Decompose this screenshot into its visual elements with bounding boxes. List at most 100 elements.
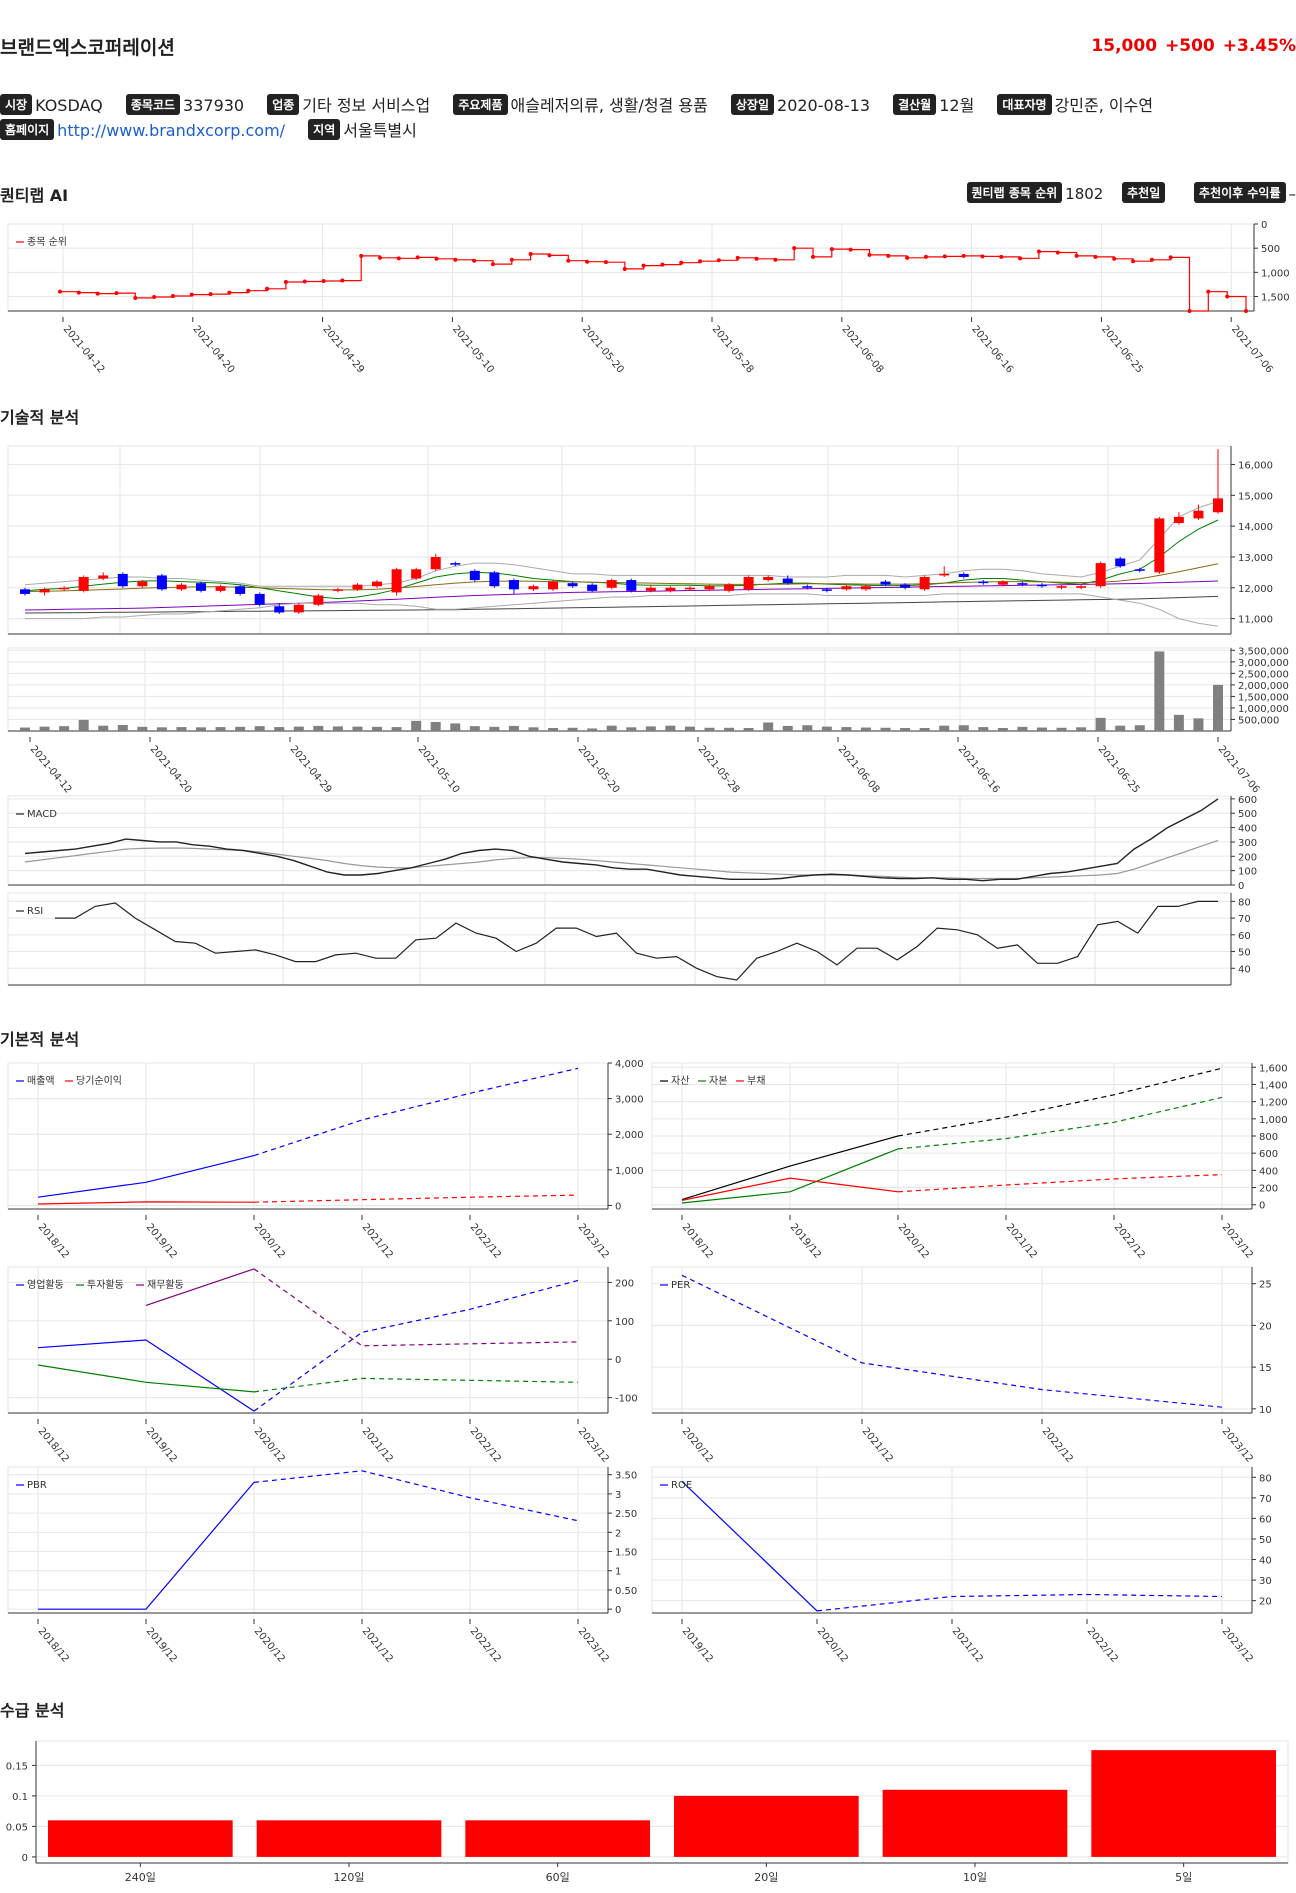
moving-average-line (24, 501, 1219, 587)
candle-body (567, 583, 578, 587)
x-tick-label: 20일 (754, 1870, 778, 1884)
x-tick-label: 2021-06-16 (969, 324, 1015, 376)
ceo-tag: 대표자명 (997, 94, 1052, 115)
x-tick-label: 2021-07-06 (1216, 744, 1262, 796)
rank-point (603, 260, 608, 265)
rank-point (170, 294, 175, 299)
series-line (681, 1148, 899, 1204)
y-tick-label: -100 (615, 1394, 638, 1405)
rank-point (1074, 253, 1079, 258)
y-tick-label: 80 (1238, 897, 1251, 908)
x-tick-label: 2021-04-12 (61, 324, 107, 376)
y-tick-label: 3,500,000 (1238, 646, 1289, 657)
candle-body (821, 589, 832, 591)
x-tick-label: 2021-07-06 (1229, 324, 1275, 376)
y-tick-label: 0 (1238, 881, 1244, 892)
products-value: 애슬레저의류, 생활/청결 용품 (510, 96, 708, 115)
rank-point (1131, 259, 1136, 264)
candle-body (156, 575, 167, 590)
plot-area (7, 1062, 609, 1210)
candle-body (860, 586, 871, 590)
x-tick-label: 2018/12 (680, 1222, 715, 1261)
rank-point (378, 255, 383, 260)
rank-point (396, 256, 401, 261)
price-change-pct: +3.45% (1222, 36, 1296, 56)
candle-body (1193, 510, 1204, 519)
series-line-estimated (253, 1470, 579, 1522)
price-change: +500 (1165, 36, 1215, 56)
volume-bar (59, 726, 70, 731)
plot-area (7, 647, 1232, 732)
x-tick-label: 5일 (1175, 1870, 1192, 1884)
x-tick-label: 2021-04-20 (148, 744, 194, 796)
volume-bar (841, 727, 852, 731)
x-tick-label: 2020/12 (252, 1426, 287, 1465)
volume-bar (332, 726, 343, 731)
volume-bar (156, 727, 167, 731)
supply-bar (48, 1820, 233, 1857)
candle-body (1056, 586, 1067, 588)
rank-point (528, 251, 533, 256)
y-tick-label: 15,000 (1238, 491, 1273, 502)
x-tick-label: 2022/12 (1085, 1626, 1120, 1665)
volume-bar (1154, 651, 1165, 731)
volume-bar (978, 727, 989, 731)
x-tick-label: 2020/12 (252, 1626, 287, 1665)
x-tick-label: 2021/12 (860, 1426, 895, 1465)
x-tick-label: 2021-05-20 (580, 324, 626, 376)
y-tick-label: 2,000,000 (1238, 681, 1289, 692)
candle-body (59, 587, 70, 590)
rsi-chart (7, 892, 1235, 986)
y-tick-label: 20 (1259, 1321, 1272, 1332)
candle-body (215, 586, 226, 591)
candle-body (1036, 584, 1047, 587)
fiscal-value: 12월 (939, 96, 975, 115)
x-tick-label: 2023/12 (576, 1426, 611, 1465)
volume-bar (196, 727, 207, 731)
volume-bar (900, 728, 911, 731)
x-tick-label: 2020/12 (815, 1626, 850, 1665)
y-tick-label: 15 (1259, 1363, 1272, 1374)
macd-line (24, 798, 1219, 882)
legend-label: MACD (27, 809, 57, 820)
y-tick-label: 13,000 (1238, 553, 1273, 564)
y-tick-label: 0 (22, 1853, 28, 1864)
rank-point (547, 253, 552, 258)
volume-bar (958, 725, 969, 731)
candle-body (508, 580, 519, 590)
supply-bar (674, 1795, 859, 1857)
region-value: 서울특별시 (343, 121, 417, 140)
x-tick-label: 2020/12 (252, 1222, 287, 1261)
x-tick-label: 2021/12 (360, 1222, 395, 1261)
roe-chart (651, 1466, 1256, 1614)
rank-point (1187, 309, 1192, 313)
series-line-estimated (253, 1268, 579, 1347)
rank-point (58, 289, 62, 294)
industry-value: 기타 정보 서비스업 (302, 96, 431, 115)
legend-label: 자본 (709, 1075, 727, 1087)
supply-bar (256, 1820, 442, 1857)
legend-label: RSI (27, 906, 43, 917)
x-tick-label: 2023/12 (576, 1626, 611, 1665)
section-title-quantilab: 퀀티랩 AI (0, 186, 69, 205)
rank-point (453, 257, 458, 262)
y-tick-label: 0.15 (6, 1761, 28, 1772)
rank-point (848, 247, 853, 252)
x-tick-label: 2022/12 (1112, 1222, 1147, 1261)
volume-bar (39, 726, 50, 731)
homepage-link[interactable]: http://www.brandxcorp.com/ (57, 121, 286, 140)
y-tick-label: 1,000 (615, 1166, 644, 1177)
y-tick-label: 0 (615, 1605, 621, 1616)
x-tick-label: 60일 (546, 1870, 570, 1884)
candle-body (626, 580, 637, 591)
candle-body (645, 587, 656, 591)
series-line-estimated (897, 1067, 1223, 1137)
volume-bar (176, 727, 187, 731)
volume-bar (802, 725, 813, 731)
x-tick-label: 2022/12 (468, 1626, 503, 1665)
rank-point (660, 262, 665, 267)
candle-body (196, 583, 207, 591)
candle-body (919, 576, 930, 590)
volume-bar (313, 725, 324, 731)
